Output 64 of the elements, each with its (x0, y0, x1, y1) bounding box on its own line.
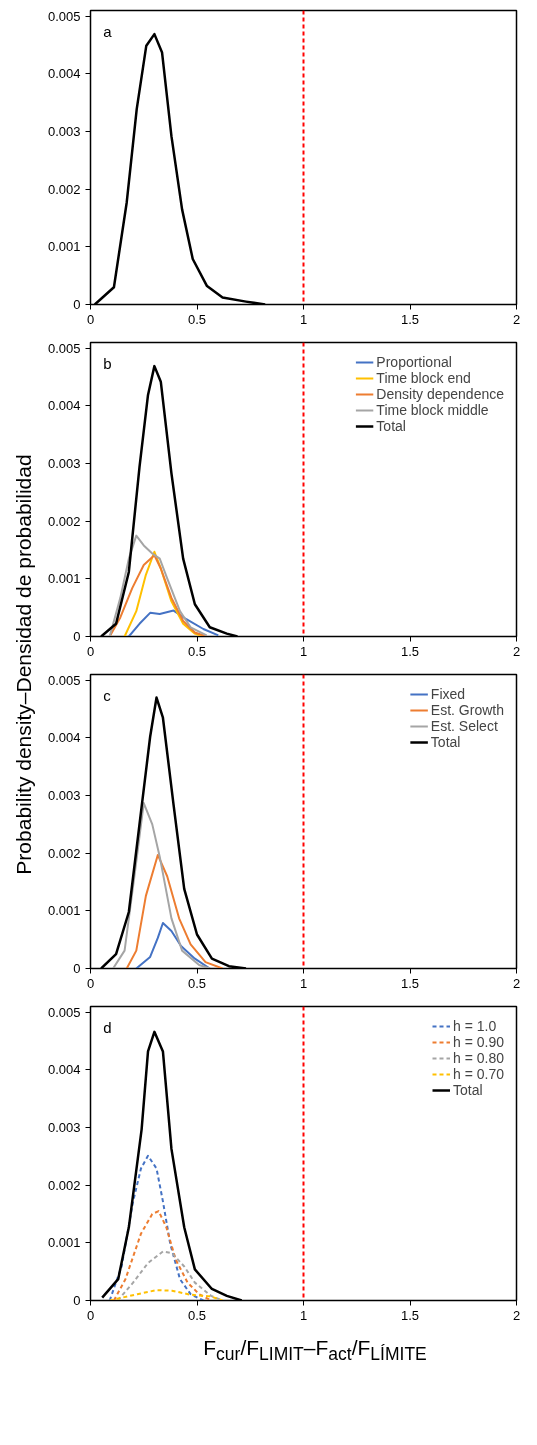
x-tick-label: 0 (86, 643, 95, 659)
legend-label: Density dependence (376, 386, 504, 402)
y-tick-label: 0.005 (47, 8, 81, 24)
y-tick-label: 0.004 (47, 1062, 81, 1078)
y-tick-label: 0.005 (47, 1004, 81, 1020)
legend-label: Est. Growth (430, 702, 504, 718)
y-tick-label: 0 (73, 629, 81, 644)
x-tick-label: 1 (299, 643, 308, 659)
x-tick-label: 1.5 (400, 1307, 420, 1323)
x-axis-title: F$_{cur}$/F$_{LIMIT}$–F$_{act}$/F$_{LÍMITE}$ (202, 1335, 428, 1367)
legend-label: Proportional (376, 354, 452, 370)
legend-label: Total (453, 1082, 483, 1098)
y-tick-label: 0.001 (47, 903, 81, 919)
annotation: d (103, 1018, 112, 1036)
legend-label: h = 1.0 (453, 1018, 497, 1034)
annotation: b (103, 354, 112, 372)
y-tick-label: 0.003 (47, 788, 81, 804)
y-tick-label: 0 (73, 1293, 81, 1308)
x-tick-label: 0 (86, 1307, 95, 1323)
x-tick-label: 0.5 (187, 1307, 207, 1323)
x-tick-label: 0.5 (187, 975, 207, 991)
legend-label: h = 0.80 (453, 1050, 504, 1066)
y-tick-label: 0.002 (47, 513, 81, 529)
legend-label: h = 0.70 (453, 1066, 504, 1082)
x-tick-label: 2 (512, 975, 521, 991)
y-tick-label: 0.001 (47, 239, 81, 255)
y-tick-label: 0 (73, 297, 81, 312)
x-tick-label: 0 (86, 975, 95, 991)
annotation: c (103, 686, 112, 704)
x-tick-label: 1 (299, 1307, 308, 1323)
y-tick-label: 0.004 (47, 66, 81, 82)
y-tick-label: 0.004 (47, 398, 81, 414)
x-tick-label: 2 (512, 311, 521, 327)
x-tick-label: 1 (299, 975, 308, 991)
x-tick-label: 2 (512, 643, 521, 659)
legend-label: Est. Select (430, 718, 498, 734)
legend-label: Time block middle (376, 402, 489, 418)
x-tick-label: 1.5 (400, 643, 420, 659)
y-tick-label: 0.005 (47, 340, 81, 356)
y-tick-label: 0.001 (47, 571, 81, 587)
y-tick-label: 0.003 (47, 1120, 81, 1136)
y-tick-label: 0.005 (47, 672, 81, 688)
y-tick-label: 0 (73, 961, 81, 976)
y-axis-title: Probability density–Densidad de probabilidad (11, 454, 35, 875)
y-tick-label: 0.002 (47, 181, 81, 197)
legend-label: h = 0.90 (453, 1034, 504, 1050)
x-tick-label: 0.5 (187, 643, 207, 659)
annotation: a (103, 22, 113, 40)
legend-label: Total (376, 418, 406, 434)
y-tick-label: 0.002 (47, 1177, 81, 1193)
y-tick-label: 0.002 (47, 845, 81, 861)
x-tick-label: 2 (512, 1307, 521, 1323)
x-tick-label: 0 (86, 311, 95, 327)
legend-label: Fixed (430, 686, 466, 702)
y-tick-label: 0.003 (47, 456, 81, 472)
y-tick-label: 0.003 (47, 124, 81, 140)
legend-label: Time block end (376, 370, 471, 386)
x-tick-label: 0.5 (187, 311, 207, 327)
legend-label: Total (430, 734, 461, 750)
y-tick-label: 0.004 (47, 730, 81, 746)
x-tick-label: 1.5 (400, 975, 420, 991)
x-tick-label: 1.5 (400, 311, 420, 327)
y-tick-label: 0.001 (47, 1235, 81, 1251)
x-tick-label: 1 (299, 311, 308, 327)
